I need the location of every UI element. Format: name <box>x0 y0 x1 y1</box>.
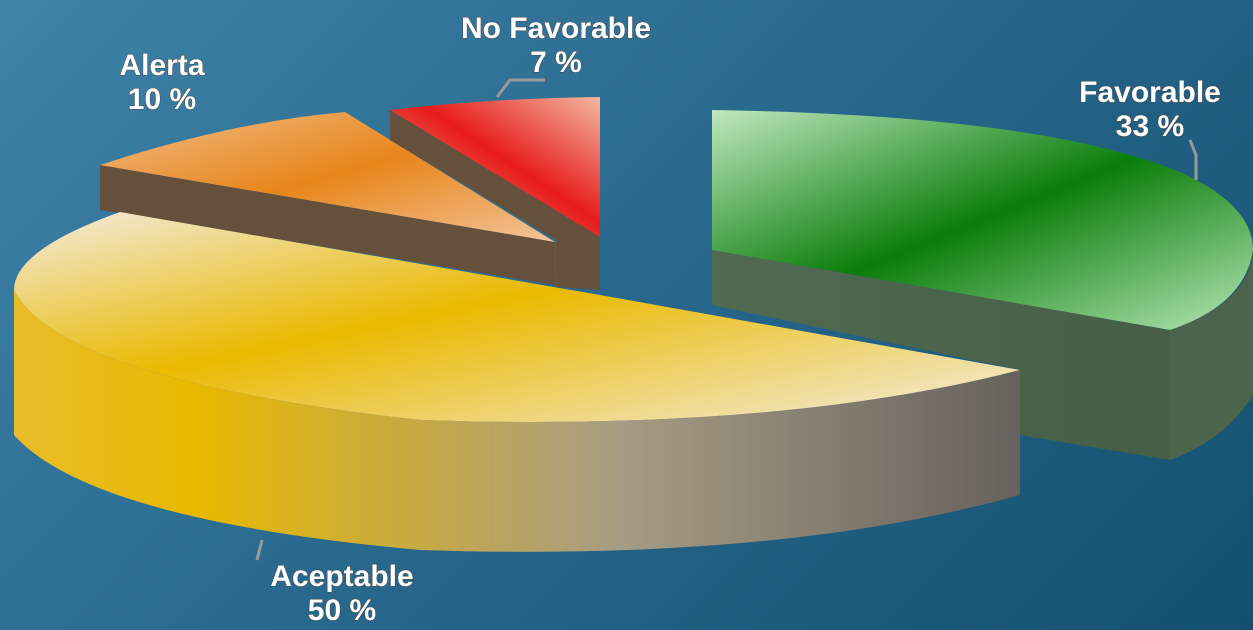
slice-label-no-favorable: No Favorable 7 % <box>461 12 651 79</box>
slice-no-favorable-top <box>390 97 600 237</box>
slice-label-alerta: Alerta 10 % <box>119 49 204 116</box>
slice-alerta-top <box>100 112 555 242</box>
slice-no-favorable-side <box>390 110 600 290</box>
slice-alerta-side <box>100 165 555 285</box>
leader-line-no-favorable <box>495 78 545 98</box>
slice-label-favorable: Favorable 33 % <box>1079 76 1221 143</box>
slice-aceptable-top <box>14 212 1020 422</box>
slice-favorable-right-side <box>1170 255 1253 460</box>
slice-favorable <box>712 110 1253 460</box>
slice-alerta <box>100 112 555 285</box>
leader-line-aceptable <box>255 539 264 561</box>
slice-label-aceptable: Aceptable 50 % <box>270 560 413 627</box>
slice-aceptable-side <box>14 290 1020 552</box>
slice-favorable-side <box>712 250 1170 460</box>
slice-favorable-top <box>712 110 1253 330</box>
slice-aceptable <box>14 212 1020 552</box>
slice-no-favorable <box>390 97 600 290</box>
leader-line-favorable <box>1188 139 1198 180</box>
